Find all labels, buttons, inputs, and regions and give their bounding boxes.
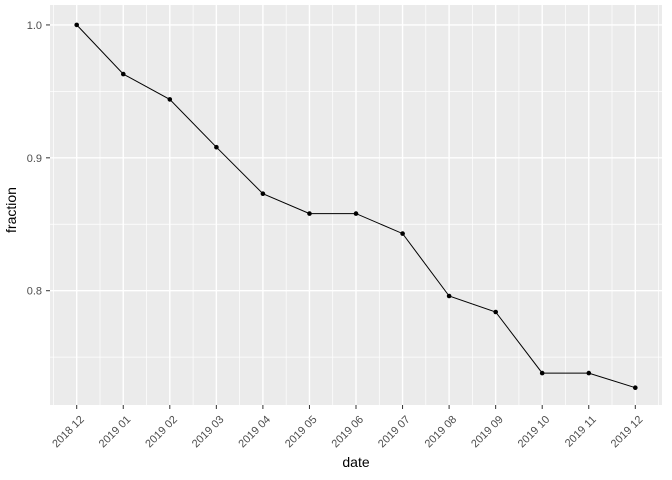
data-point (539, 370, 545, 376)
data-point (400, 231, 405, 236)
y-tick-label: 0.8 (27, 286, 42, 298)
data-point (307, 211, 312, 216)
x-tick-label: 2019 04 (236, 414, 273, 451)
x-tick-label: 2019 10 (516, 414, 553, 451)
data-point (260, 191, 266, 196)
axis-tick-marks (46, 24, 636, 409)
data-point (214, 144, 219, 150)
x-tick-label: 2019 07 (376, 414, 413, 451)
x-axis-tick-labels: 2018 12 2019 01 2019 02 2019 03 2019 04 2019 … (50, 414, 645, 451)
data-point (493, 309, 499, 315)
data-point (446, 293, 452, 299)
x-tick-label: 2019 05 (283, 414, 320, 451)
y-tick-label: 0.9 (27, 153, 42, 165)
data-point (167, 97, 173, 102)
x-tick-label: 2019 03 (190, 414, 227, 451)
series-group (74, 22, 638, 391)
grid-major-lines (50, 5, 662, 405)
x-tick-label: 2019 02 (143, 414, 180, 451)
data-point (586, 370, 592, 376)
data-point (74, 22, 79, 28)
x-tick-label: 2019 06 (330, 414, 367, 451)
x-tick-label: 2019 01 (97, 414, 134, 451)
y-axis-title: fraction (3, 187, 19, 233)
x-tick-label: 2018 12 (50, 414, 87, 451)
data-point (121, 71, 126, 77)
y-tick-label: 1.0 (27, 20, 42, 32)
data-point (353, 211, 359, 216)
x-tick-label: 2019 12 (609, 414, 646, 451)
x-axis-title: date (342, 454, 369, 470)
y-axis-tick-labels: 0.8 0.9 1.0 (27, 20, 42, 298)
x-tick-label: 2019 09 (469, 414, 506, 451)
x-tick-label: 2019 11 (563, 414, 599, 450)
data-point (633, 385, 638, 391)
x-tick-label: 2019 08 (423, 414, 460, 451)
